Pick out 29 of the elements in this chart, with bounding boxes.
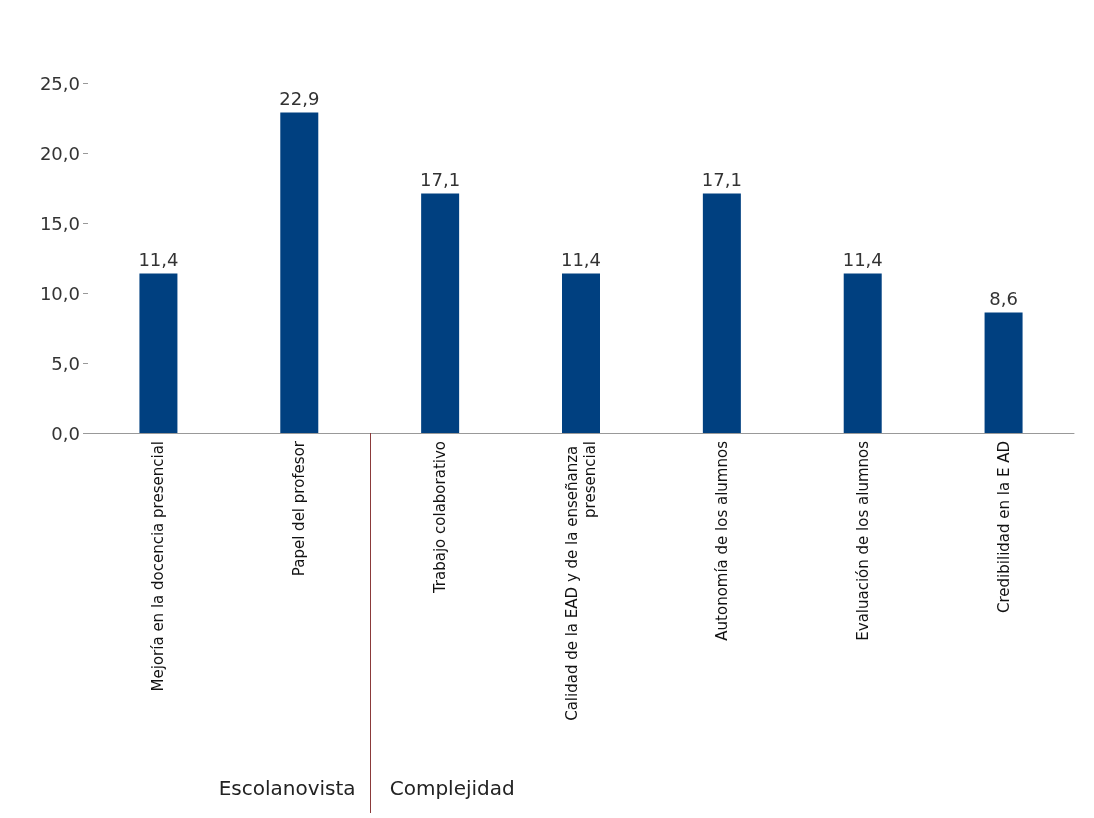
y-tick-label: 10,0 (39, 282, 80, 304)
data-label: 8,6 (989, 288, 1018, 310)
bar (702, 193, 741, 433)
data-label: 11,4 (138, 248, 179, 270)
text: Complejidad (389, 776, 515, 800)
x-tick-label: Credibilidad en la E AD (994, 441, 1013, 613)
text: Escolanovista (218, 776, 356, 800)
x-tick-label: Autonomía de los alumnos (712, 440, 731, 641)
y-tick-label: 0,0 (51, 422, 80, 444)
data-label: 11,4 (560, 248, 602, 270)
bar (139, 273, 178, 433)
data-label: 17,1 (420, 169, 461, 191)
data-label: 22,9 (279, 87, 320, 109)
bar (280, 112, 319, 433)
x-tick-label: Mejoría en la docencia presencial (149, 441, 168, 692)
x-tick-label: Trabajo colaborativo (431, 441, 450, 595)
bar (562, 273, 600, 433)
x-tick-label: Evaluación de los alumnos (853, 440, 872, 641)
bar (421, 193, 460, 433)
data-label: 11,4 (842, 248, 883, 270)
bar (984, 312, 1023, 433)
x-tick-label: Calidad de la EAD y de la enseñanza presencial (563, 441, 599, 721)
y-tick-label: 20,0 (39, 142, 80, 164)
x-tick-label: Papel del profesor (290, 440, 309, 577)
y-tick-label: 5,0 (51, 352, 80, 374)
y-tick-label: 15,0 (39, 212, 80, 234)
data-label: 17,1 (701, 169, 742, 191)
bar (843, 273, 882, 433)
y-tick-label: 25,0 (39, 72, 80, 94)
